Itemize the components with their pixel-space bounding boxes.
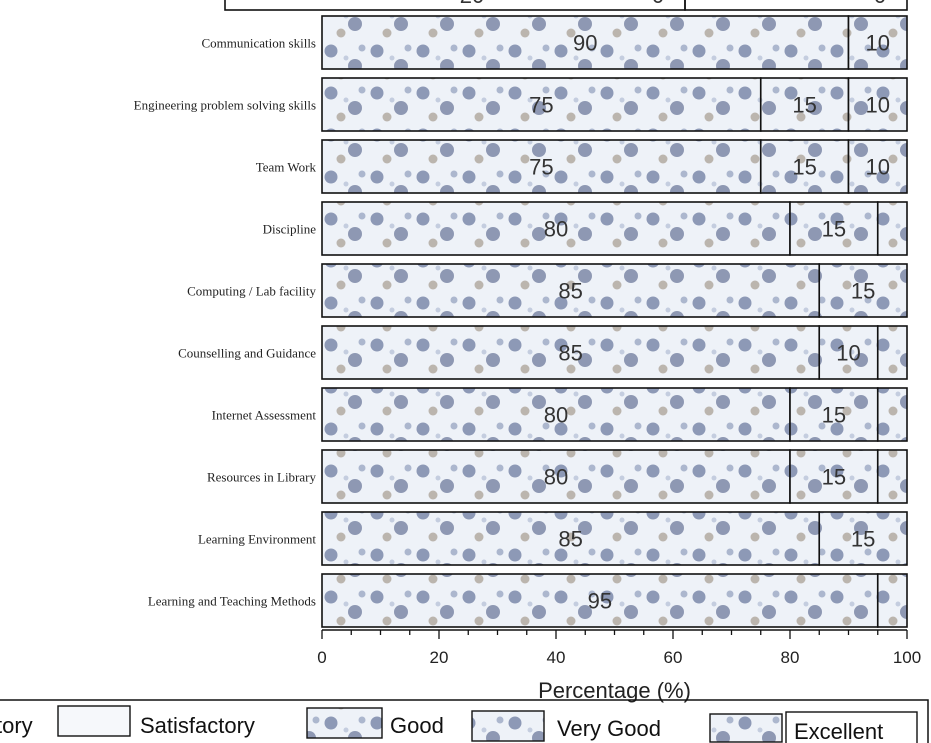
bar-segment-good [321,139,762,194]
category-label: Learning and Teaching Methods [148,594,316,609]
bar-value-label: 80 [544,403,568,428]
bar-value-label: 15 [792,93,816,118]
partial-row-value: 0 [652,0,664,8]
bar-segment-good [321,449,791,504]
category-label: Discipline [263,222,317,237]
legend-label: tory [0,713,33,738]
bar-row: 85 10 [321,325,908,380]
category-label: Engineering problem solving skills [134,98,316,113]
legend: tory Satisfactory Good Very Good Excellent [0,699,929,743]
category-labels: Communication skills Engineering problem … [134,36,317,609]
x-tick-label: 100 [893,648,921,667]
x-tick-label: 20 [430,648,449,667]
bar-value-label: 10 [866,31,890,56]
bar-segment-good [321,325,821,380]
bar-value-label: 10 [836,341,860,366]
bar-segment-good [321,511,821,566]
bar-row: 95 [321,573,908,628]
legend-label: Excellent [794,719,883,743]
x-axis-title: Percentage (%) [538,678,691,703]
legend-swatch [471,710,545,742]
category-label: Counselling and Guidance [178,346,316,361]
bar-segment-very-good [818,511,908,566]
partial-row-value: 0 [874,0,886,8]
bar-segment-very-good [789,201,879,256]
legend-swatch [57,705,131,737]
category-label: Internet Assessment [212,408,317,423]
legend-swatch [306,707,383,739]
bar-value-label: 15 [822,465,846,490]
bar-value-label: 85 [558,279,582,304]
bar-value-label: 15 [822,403,846,428]
category-label: Computing / Lab facility [187,284,316,299]
legend-swatch [709,713,783,743]
category-label: Learning Environment [198,532,316,547]
bar-segment-excellent [876,325,908,380]
bars: 90 10 75 15 10 75 15 10 80 15 85 15 85 10 80 15 80 15 85 15… [321,15,908,628]
bar-segment-excellent [847,139,908,194]
bar-value-label: 15 [851,527,875,552]
bar-segment-excellent [876,201,908,256]
legend-excellent-frame [785,711,918,743]
bar-segment-excellent [847,77,908,132]
x-tick-label: 0 [317,648,326,667]
bar-value-label: 80 [544,217,568,242]
bar-value-label: 95 [588,589,612,614]
category-label: Resources in Library [207,470,317,485]
bar-segment-good [321,263,821,318]
bar-value-label: 85 [558,527,582,552]
bar-row: 75 15 10 [321,139,908,194]
bar-row: 75 15 10 [321,77,908,132]
bar-row: 80 15 [321,449,908,504]
bar-segment-excellent [876,449,908,504]
bar-segment-very-good [759,139,850,194]
bar-segment-very-good [789,449,879,504]
bar-segment-very-good [818,263,908,318]
bar-segment-good [321,15,850,70]
bar-value-label: 80 [544,465,568,490]
bar-value-label: 75 [529,155,553,180]
bar-segment-good [321,201,791,256]
bar-value-label: 85 [558,341,582,366]
legend-label: Satisfactory [140,713,255,738]
legend-label: Good [390,713,444,738]
bar-row: 80 15 [321,201,908,256]
bar-value-label: 15 [822,217,846,242]
bar-segment-good [321,387,791,442]
category-label: Team Work [256,160,317,175]
bar-segment-excellent [847,15,908,70]
partial-row-frame [224,0,686,11]
bar-segment-very-good [759,77,850,132]
bar-value-label: 10 [866,155,890,180]
bar-value-label: 75 [529,93,553,118]
bar-value-label: 15 [851,279,875,304]
category-label: Communication skills [202,36,316,51]
bar-row: 80 15 [321,387,908,442]
bar-segment-excellent [876,387,908,442]
bar-value-label: 15 [792,155,816,180]
bar-segment-very-good [876,573,908,628]
x-axis: 0 20 40 60 80 100 Percentage (%) [317,629,921,703]
x-tick-label: 80 [781,648,800,667]
x-tick-label: 40 [547,648,566,667]
x-tick-label: 60 [664,648,683,667]
bar-row: 85 15 [321,511,908,566]
bar-value-label: 10 [866,93,890,118]
bar-row: 90 10 [321,15,908,70]
bar-value-label: 90 [573,31,597,56]
legend-label: Very Good [557,716,661,741]
partial-row-frame [684,0,908,11]
bar-segment-good [321,573,879,628]
legend-frame [0,699,929,743]
bar-row: 85 15 [321,263,908,318]
top-partial-row: 2000 [224,0,908,11]
partial-row-value: 20 [460,0,484,8]
